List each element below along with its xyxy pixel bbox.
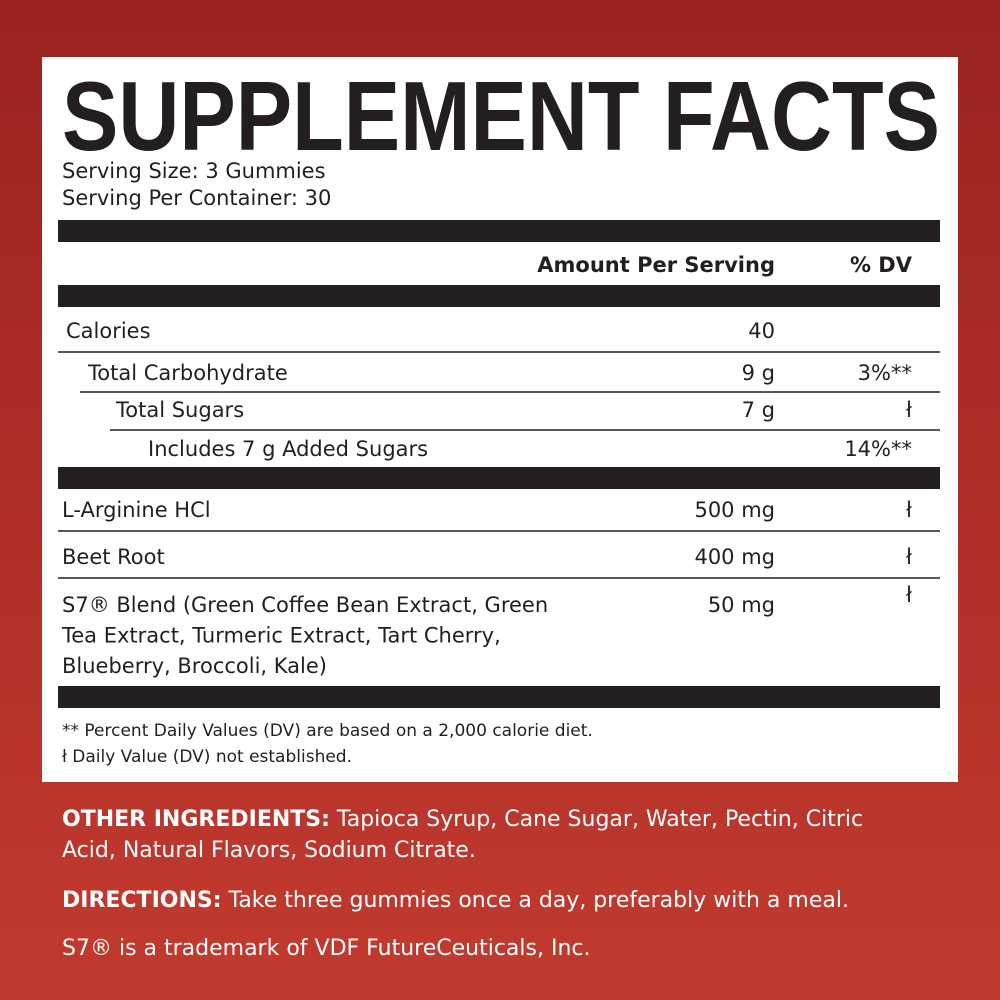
ingredient-amount: 400 mg [694,545,775,569]
footnote: ** Percent Daily Values (DV) are based o… [62,721,593,741]
trademark: S7® is a trademark of VDF FutureCeutical… [62,936,590,961]
nutrient-dv: 14%** [844,437,912,461]
divider-bar [58,285,940,307]
other-ingredients-label: OTHER INGREDIENTS: [62,807,330,832]
ingredient-dv: ł [906,583,912,607]
ingredient-dv: ł [906,498,912,522]
divider-bar [58,220,940,242]
nutrient-name: Includes 7 g Added Sugars [148,437,428,461]
nutrient-amount: 40 [748,319,775,343]
other-ingredients-text: Tapioca Syrup, Cane Sugar, Water, Pectin… [336,807,863,832]
nutrient-dv: 3%** [858,361,912,385]
ingredient-amount: 500 mg [694,498,775,522]
ingredient-name: L-Arginine HCl [62,498,211,522]
directions: DIRECTIONS: Take three gummies once a da… [62,888,849,913]
ingredient-name: S7® Blend (Green Coffee Bean Extract, Gr… [62,593,548,617]
ingredient-dv: ł [906,545,912,569]
facts-panel [42,57,958,782]
ingredient-name: Blueberry, Broccoli, Kale) [62,654,327,678]
nutrient-name: Total Sugars [115,398,244,422]
nutrient-name: Calories [66,319,151,343]
nutrient-name: Total Carbohydrate [87,361,288,385]
other-ingredients-text: Acid, Natural Flavors, Sodium Citrate. [62,838,476,863]
directions-label: DIRECTIONS: [62,888,222,913]
nutrient-amount: 9 g [742,361,775,385]
divider-bar [58,686,940,708]
footnote: ł Daily Value (DV) not established. [62,747,352,767]
divider-bar [58,467,940,489]
amount-header: Amount Per Serving [537,253,775,277]
nutrient-dv: ł [906,398,912,422]
ingredient-name: Tea Extract, Turmeric Extract, Tart Cher… [61,624,501,648]
other-ingredients: OTHER INGREDIENTS: Tapioca Syrup, Cane S… [62,807,863,832]
directions-text: Take three gummies once a day, preferabl… [228,888,849,913]
ingredient-name: Beet Root [62,545,165,569]
servings-per-container: Serving Per Container: 30 [62,186,331,210]
nutrient-amount: 7 g [742,398,775,422]
facts-rows: Calories 40 Total Carbohydrate 9 g 3%** Total… [58,319,940,678]
title: SUPPLEMENT FACTS [62,61,940,171]
serving-size: Serving Size: 3 Gummies [62,159,326,183]
dv-header: % DV [850,253,913,277]
ingredient-amount: 50 mg [708,593,775,617]
